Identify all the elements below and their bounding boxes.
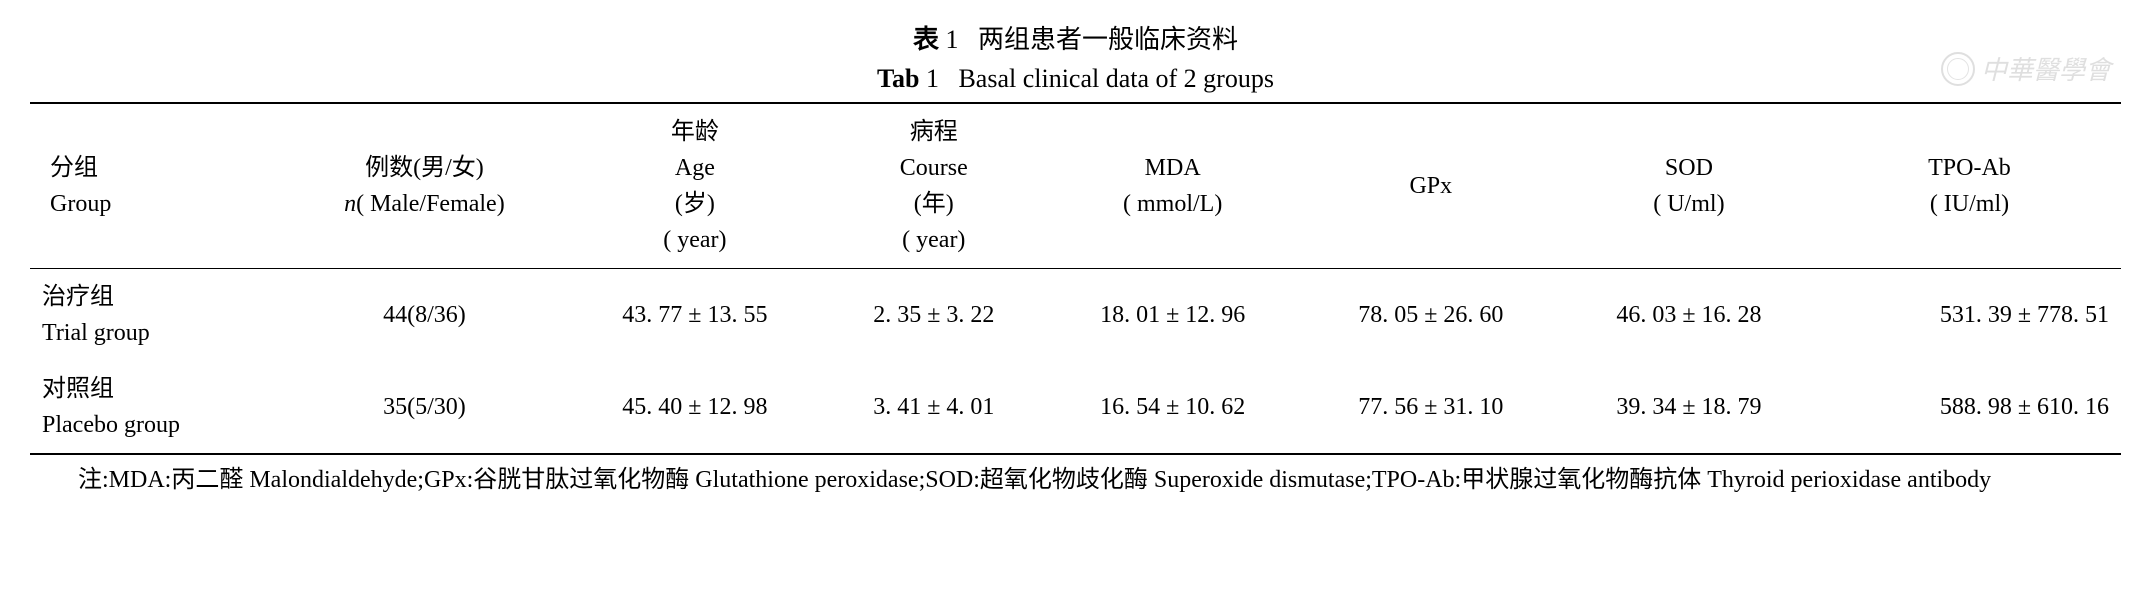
title-line-en: Tab 1 Basal clinical data of 2 groups — [30, 59, 2121, 98]
title-line-cn: 表 1 两组患者一般临床资料 — [30, 20, 2121, 59]
col-age-cn: 年龄 — [671, 119, 719, 145]
col-mda-unit: ( mmol/L) — [1123, 191, 1222, 217]
col-header-n: 例数(男/女) n( Male/Female) — [283, 103, 566, 269]
col-n-en: n( Male/Female) — [344, 191, 505, 217]
col-mda-name: MDA — [1145, 155, 1201, 181]
col-course-cn: 病程 — [910, 119, 958, 145]
col-tpo-name: TPO-Ab — [1928, 155, 2011, 181]
title-text-cn: 两组患者一般临床资料 — [978, 25, 1238, 54]
col-age-unit-en: ( year) — [663, 227, 726, 253]
group-cn: 治疗组 — [42, 284, 114, 310]
col-header-sod: SOD ( U/ml) — [1560, 103, 1818, 269]
clinical-data-table: 分组 Group 例数(男/女) n( Male/Female) 年龄 Age … — [30, 102, 2121, 455]
cell-age: 43. 77 ± 13. 55 — [566, 269, 824, 362]
col-header-group: 分组 Group — [30, 103, 283, 269]
col-gpx-name: GPx — [1409, 173, 1452, 199]
cell-group: 治疗组 Trial group — [30, 269, 283, 362]
table-header-row: 分组 Group 例数(男/女) n( Male/Female) 年龄 Age … — [30, 103, 2121, 269]
col-course-mid: Course — [900, 155, 968, 181]
col-header-age: 年龄 Age (岁) ( year) — [566, 103, 824, 269]
col-group-en: Group — [50, 191, 111, 217]
cell-tpo: 588. 98 ± 610. 16 — [1818, 361, 2121, 454]
cell-gpx: 78. 05 ± 26. 60 — [1302, 269, 1560, 362]
title-num-cn: 1 — [946, 25, 959, 54]
table-footnote: 注:MDA:丙二醛 Malondialdehyde;GPx:谷胱甘肽过氧化物酶 … — [30, 461, 2121, 499]
title-prefix-cn: 表 — [913, 25, 939, 54]
cell-mda: 16. 54 ± 10. 62 — [1044, 361, 1302, 454]
title-prefix-en: Tab — [877, 64, 919, 93]
col-tpo-unit: ( IU/ml) — [1930, 191, 2009, 217]
title-text-en: Basal clinical data of 2 groups — [958, 64, 1274, 93]
col-sod-unit: ( U/ml) — [1653, 191, 1724, 217]
title-num-en: 1 — [926, 64, 939, 93]
group-en: Trial group — [42, 320, 150, 346]
cell-sod: 39. 34 ± 18. 79 — [1560, 361, 1818, 454]
col-course-unit-cn: (年) — [914, 191, 954, 217]
col-n-cn: 例数(男/女) — [365, 155, 484, 181]
group-cn: 对照组 — [42, 376, 114, 402]
table-title: 表 1 两组患者一般临床资料 Tab 1 Basal clinical data… — [30, 20, 2121, 98]
col-course-unit-en: ( year) — [902, 227, 965, 253]
cell-gpx: 77. 56 ± 31. 10 — [1302, 361, 1560, 454]
cell-age: 45. 40 ± 12. 98 — [566, 361, 824, 454]
col-age-mid: Age — [675, 155, 715, 181]
col-age-unit-cn: (岁) — [675, 191, 715, 217]
cell-tpo: 531. 39 ± 778. 51 — [1818, 269, 2121, 362]
cell-mda: 18. 01 ± 12. 96 — [1044, 269, 1302, 362]
group-en: Placebo group — [42, 412, 180, 438]
col-header-tpo: TPO-Ab ( IU/ml) — [1818, 103, 2121, 269]
table-row: 对照组 Placebo group 35(5/30) 45. 40 ± 12. … — [30, 361, 2121, 454]
table-row: 治疗组 Trial group 44(8/36) 43. 77 ± 13. 55… — [30, 269, 2121, 362]
clinical-data-table-container: 中華醫學會 表 1 两组患者一般临床资料 Tab 1 Basal clinica… — [30, 20, 2121, 499]
col-header-course: 病程 Course (年) ( year) — [824, 103, 1044, 269]
cell-n: 35(5/30) — [283, 361, 566, 454]
cell-course: 2. 35 ± 3. 22 — [824, 269, 1044, 362]
col-group-cn: 分组 — [50, 155, 98, 181]
col-header-mda: MDA ( mmol/L) — [1044, 103, 1302, 269]
col-sod-name: SOD — [1665, 155, 1713, 181]
cell-course: 3. 41 ± 4. 01 — [824, 361, 1044, 454]
cell-group: 对照组 Placebo group — [30, 361, 283, 454]
cell-n: 44(8/36) — [283, 269, 566, 362]
col-header-gpx: GPx — [1302, 103, 1560, 269]
cell-sod: 46. 03 ± 16. 28 — [1560, 269, 1818, 362]
